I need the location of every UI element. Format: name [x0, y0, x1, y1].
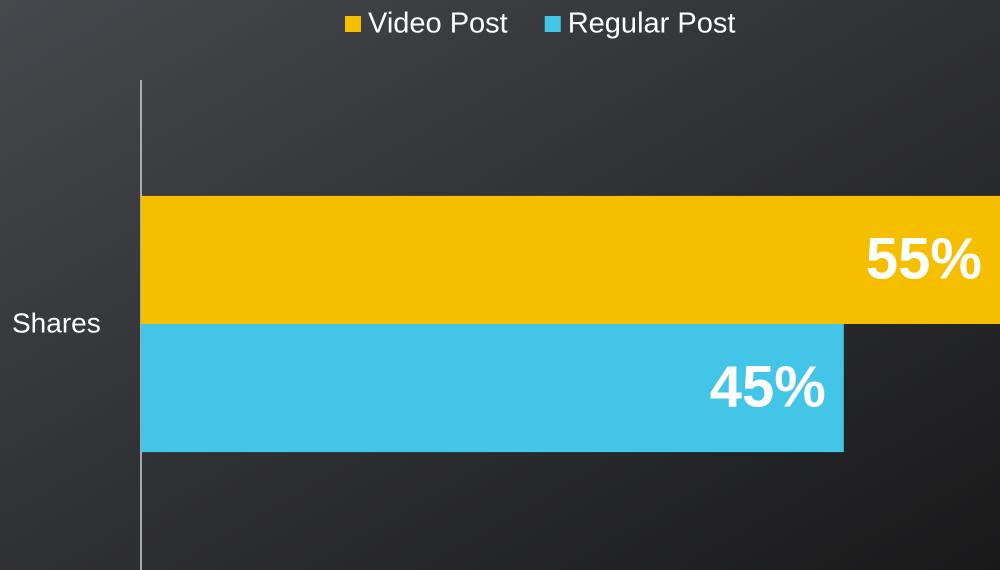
legend-swatch	[345, 16, 361, 32]
value-label: 55%	[866, 226, 982, 291]
legend-swatch	[544, 16, 561, 32]
legend-label: Video Post	[368, 8, 508, 40]
bar	[141, 324, 844, 453]
bar	[141, 195, 1000, 324]
legend-label: Regular Post	[568, 8, 736, 40]
y-tick-label: Shares	[12, 307, 101, 338]
value-label: 45%	[710, 354, 826, 419]
